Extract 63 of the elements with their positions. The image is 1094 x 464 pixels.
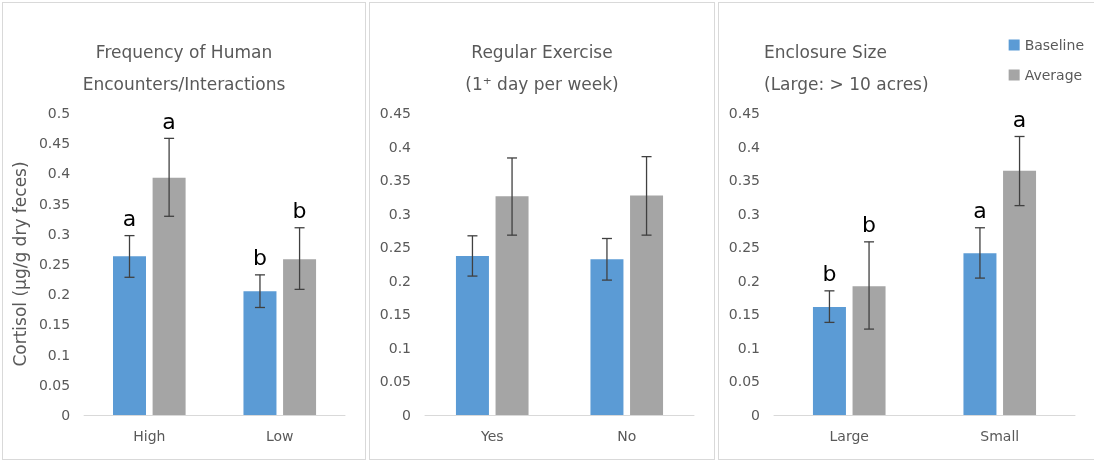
- y-tick-label: 0.2: [47, 286, 71, 303]
- chart-title: Regular Exercise (1⁺ day per week): [465, 42, 619, 94]
- chart-title: Enclosure Size (Large: > 10 acres): [764, 42, 929, 94]
- bar: [630, 195, 664, 415]
- legend-label: Baseline: [1024, 37, 1084, 53]
- y-tick-label: 0.25: [728, 239, 760, 256]
- bar: [1003, 170, 1037, 415]
- y-tick-label: 0.45: [38, 135, 71, 152]
- y-tick-label: 0.2: [737, 272, 760, 289]
- y-tick-label: 0.35: [379, 172, 411, 189]
- y-axis-title: Cortisol (µg/g dry feces): [9, 161, 30, 367]
- y-tick-label: 0.05: [38, 376, 71, 393]
- bar: [812, 306, 846, 415]
- x-tick-label: No: [617, 428, 637, 444]
- bar: [963, 253, 997, 415]
- y-tick-label: 0.05: [379, 373, 411, 390]
- y-tick-label: 0.1: [737, 339, 760, 356]
- y-tick-label: 0.15: [38, 316, 71, 333]
- y-tick-label: 0: [751, 407, 760, 423]
- data-label: a: [162, 108, 176, 134]
- bar: [152, 177, 186, 415]
- bar: [590, 259, 624, 415]
- y-tick-label: 0.2: [388, 272, 411, 289]
- data-label: a: [1012, 106, 1027, 132]
- y-tick-label: 0.1: [47, 346, 71, 363]
- y-tick-label: 0.25: [379, 239, 411, 256]
- y-tick-label: 0.5: [47, 105, 71, 121]
- data-label: b: [292, 198, 307, 224]
- bar: [495, 196, 529, 415]
- y-tick-label: 0.35: [38, 195, 71, 212]
- x-tick-label: Yes: [479, 428, 504, 444]
- data-label: a: [122, 206, 137, 232]
- bar: [113, 256, 146, 415]
- bar: [283, 259, 317, 415]
- y-tick-label: 0.1: [388, 339, 411, 356]
- y-tick-label: 0: [61, 407, 71, 423]
- y-tick-label: 0.3: [737, 205, 760, 222]
- x-tick-label: Large: [829, 428, 869, 444]
- x-tick-label: High: [133, 428, 166, 444]
- y-tick-label: 0.4: [388, 138, 412, 155]
- legend-label: Average: [1024, 67, 1083, 83]
- y-tick-label: 0.4: [47, 165, 71, 182]
- y-tick-label: 0.45: [379, 105, 411, 121]
- chart-title: Frequency of Human Encounters/Interactions: [82, 42, 286, 94]
- y-tick-label: 0.35: [728, 172, 760, 189]
- y-tick-label: 0.15: [379, 306, 411, 323]
- y-tick-label: 0.25: [38, 256, 71, 272]
- y-tick-label: 0.3: [47, 225, 71, 242]
- y-tick-label: 0.15: [728, 306, 760, 323]
- y-tick-label: 0.05: [728, 373, 760, 390]
- bar: [852, 286, 886, 415]
- data-label: b: [822, 261, 837, 287]
- bar: [243, 291, 277, 415]
- data-label: b: [252, 245, 267, 271]
- y-tick-label: 0.45: [728, 105, 760, 121]
- x-tick-label: Low: [265, 428, 294, 444]
- y-tick-label: 0.4: [737, 138, 761, 155]
- y-tick-label: 0: [402, 407, 411, 423]
- data-label: b: [862, 212, 877, 238]
- bar: [455, 255, 489, 415]
- x-tick-label: Small: [980, 428, 1020, 444]
- y-tick-label: 0.3: [388, 205, 411, 222]
- data-label: a: [973, 198, 987, 224]
